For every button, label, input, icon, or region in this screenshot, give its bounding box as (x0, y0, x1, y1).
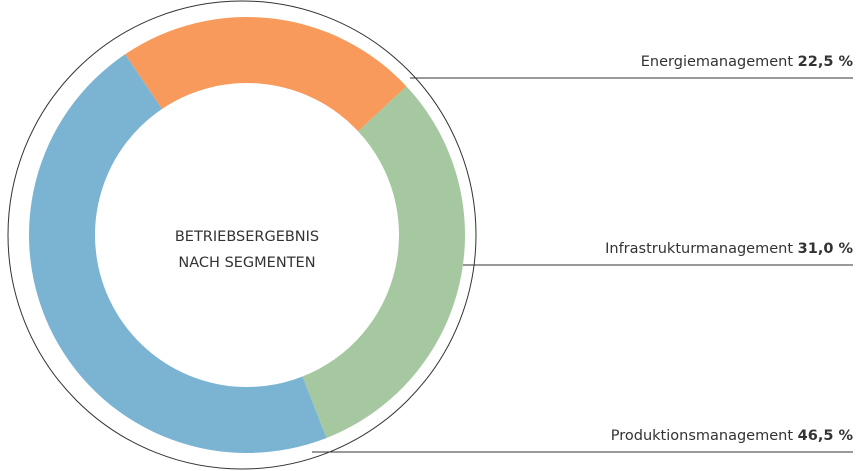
value-label: 46,5 % (798, 428, 854, 444)
value-label: 22,5 % (798, 54, 854, 70)
legend-label: Infrastrukturmanagement 31,0 % (605, 241, 853, 257)
donut-segment (302, 86, 466, 438)
donut-segment (29, 54, 327, 453)
category-name: Infrastrukturmanagement (605, 241, 793, 257)
legend-label: Energiemanagement 22,5 % (641, 54, 854, 70)
category-name: Energiemanagement (641, 54, 794, 70)
category-name: Produktionsmanagement (611, 428, 794, 444)
chart-title-line: NACH SEGMENTEN (178, 255, 315, 271)
legend-label: Produktionsmanagement 46,5 % (611, 428, 854, 444)
donut-segment (125, 16, 407, 132)
outer-ring (7, 0, 477, 470)
chart-title-line: BETRIEBSERGEBNIS (175, 229, 319, 245)
value-label: 31,0 % (798, 241, 854, 257)
